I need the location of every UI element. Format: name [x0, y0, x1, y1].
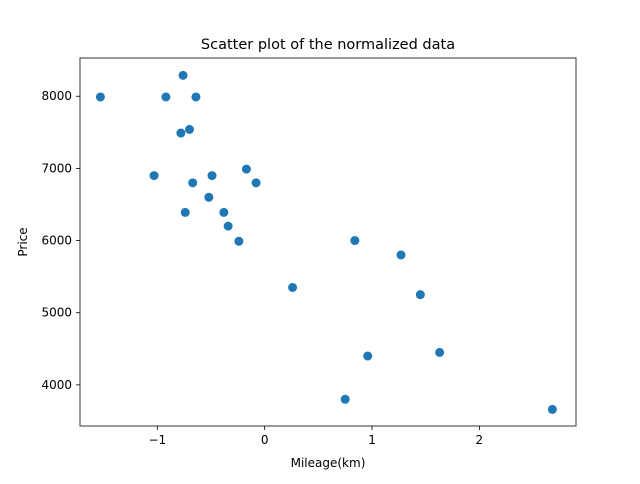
data-point	[396, 250, 406, 260]
data-point	[219, 207, 229, 217]
chart-title: Scatter plot of the normalized data	[201, 37, 455, 53]
data-point	[350, 236, 360, 246]
data-point	[178, 70, 188, 80]
plot-frame	[79, 57, 577, 427]
data-point	[340, 394, 350, 404]
data-point	[149, 171, 159, 181]
y-axis-label: Price	[16, 227, 30, 256]
data-points	[95, 70, 557, 414]
y-tick-label: 5000	[41, 306, 72, 320]
y-tick-label: 8000	[41, 89, 72, 103]
x-tick-label: 1	[368, 433, 376, 447]
x-tick-label: 0	[261, 433, 269, 447]
data-point	[234, 236, 244, 246]
data-point	[241, 164, 251, 174]
x-tick-label: 2	[476, 433, 484, 447]
data-point	[547, 404, 557, 414]
x-tick-label: −1	[148, 433, 166, 447]
data-point	[435, 347, 445, 357]
data-point	[363, 351, 373, 361]
data-point	[188, 178, 198, 188]
y-tick-label: 6000	[41, 234, 72, 248]
x-axis: −1 0 1 2	[148, 426, 483, 447]
data-point	[207, 171, 217, 181]
data-point	[415, 290, 425, 300]
x-axis-label: Mileage(km)	[291, 456, 366, 470]
data-point	[223, 221, 233, 231]
data-point	[180, 207, 190, 217]
data-point	[161, 92, 171, 102]
data-point	[185, 124, 195, 134]
data-point	[191, 92, 201, 102]
y-tick-label: 7000	[41, 161, 72, 175]
data-point	[288, 282, 298, 292]
y-tick-label: 4000	[41, 378, 72, 392]
data-point	[251, 178, 261, 188]
data-point	[176, 128, 186, 138]
y-axis: 4000 5000 6000 7000 8000	[41, 89, 80, 392]
data-point	[204, 192, 214, 202]
data-point	[95, 92, 105, 102]
